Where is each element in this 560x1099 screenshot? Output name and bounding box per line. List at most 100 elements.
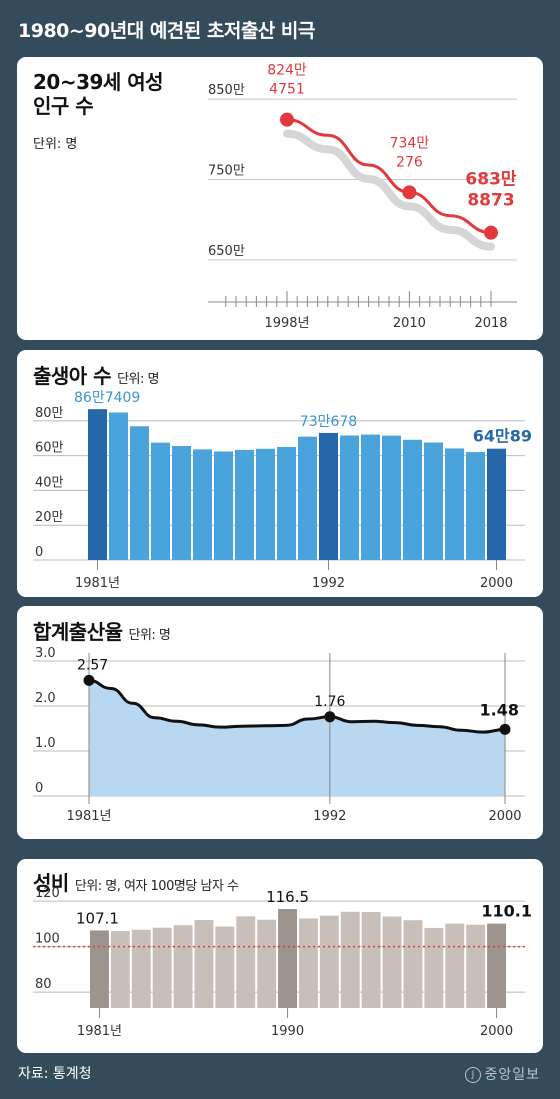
x-tick-label: 1998년 bbox=[264, 316, 309, 331]
births-chart: 0 20만 40만 60만 80만 1981년 1992 2000 86만7409 73만678 6… bbox=[33, 390, 532, 591]
data-label: 110.1 bbox=[481, 902, 532, 921]
bar bbox=[487, 923, 506, 1008]
y-tick-label: 0 bbox=[35, 781, 43, 796]
data-label: 116.5 bbox=[266, 888, 309, 906]
data-label: 824만 bbox=[267, 63, 307, 79]
data-label: 73만678 bbox=[300, 414, 357, 430]
births-panel: 출생아 수 단위: 명 0 20만 40만 60만 80만 1981년 1992 2000 86만… bbox=[17, 350, 543, 597]
bar bbox=[90, 930, 109, 1008]
bar bbox=[214, 451, 233, 560]
female-population-title: 20~39세 여성 인구 수 bbox=[33, 70, 164, 118]
x-tick-label: 1981년 bbox=[66, 809, 111, 824]
bar bbox=[173, 925, 193, 1008]
y-tick-label: 750만 bbox=[208, 164, 245, 179]
bar bbox=[403, 439, 422, 560]
bar bbox=[466, 924, 486, 1008]
bar bbox=[466, 452, 485, 560]
data-point bbox=[402, 185, 417, 200]
data-label: 1.76 bbox=[314, 694, 345, 710]
bar bbox=[131, 929, 151, 1008]
x-tick-label: 2000 bbox=[488, 809, 521, 824]
female-population-panel: 20~39세 여성 인구 수 단위: 명 850만 750만 650만 1998년 20… bbox=[17, 57, 543, 340]
bar bbox=[424, 442, 443, 560]
data-label: 4751 bbox=[269, 82, 305, 98]
publisher-logo: J 중앙일보 bbox=[465, 1064, 540, 1084]
area-fill bbox=[89, 680, 505, 796]
bar bbox=[445, 448, 464, 560]
data-label: 734만 bbox=[390, 135, 430, 151]
series-line bbox=[286, 118, 492, 235]
female-population-title-line1: 20~39세 여성 bbox=[33, 70, 164, 94]
bar bbox=[172, 446, 191, 560]
bar bbox=[110, 931, 130, 1008]
bar bbox=[235, 449, 254, 560]
bar bbox=[236, 916, 256, 1008]
sex-ratio-chart: 80 100 120 1981년 1990 2000 107.1 116.5 110.1 bbox=[33, 886, 532, 1039]
bar bbox=[257, 919, 277, 1008]
female-population-chart: 850만 750만 650만 1998년 2010 2018 824만 4751 734만 276… bbox=[208, 63, 517, 331]
data-point bbox=[484, 225, 498, 240]
data-label: 276 bbox=[396, 154, 423, 170]
bar bbox=[278, 909, 297, 1008]
x-tick-label: 1981년 bbox=[75, 576, 120, 591]
bar bbox=[194, 919, 214, 1008]
bar bbox=[130, 426, 149, 560]
data-label: 64만89 bbox=[473, 427, 532, 446]
data-point bbox=[324, 711, 336, 723]
bar bbox=[487, 448, 506, 560]
sex-ratio-panel: 성비 단위: 명, 여자 100명당 남자 수 80 100 120 1981년 1990… bbox=[17, 859, 543, 1053]
fertility-rate-unit: 단위: 명 bbox=[128, 628, 171, 643]
y-tick-label: 40만 bbox=[35, 475, 64, 490]
data-label: 107.1 bbox=[76, 909, 119, 927]
x-tick-label: 2000 bbox=[480, 576, 513, 591]
data-label: 1.48 bbox=[480, 700, 519, 719]
fertility-rate-title: 합계출산율 단위: 명 bbox=[33, 620, 171, 648]
bar bbox=[215, 926, 235, 1008]
y-tick-label: 1.0 bbox=[35, 736, 56, 751]
fertility-rate-chart: 0 1.0 2.0 3.0 1981년 1992 2000 2.57 1.76 1.48 bbox=[33, 646, 525, 824]
bar bbox=[340, 435, 359, 560]
data-label: 8873 bbox=[467, 191, 514, 211]
x-tick-label: 2000 bbox=[480, 1024, 513, 1039]
x-tick-label: 2010 bbox=[393, 316, 426, 331]
y-tick-label: 80 bbox=[35, 977, 52, 992]
bar bbox=[88, 409, 107, 560]
x-tick-label: 1990 bbox=[271, 1024, 304, 1039]
y-tick-label: 80만 bbox=[35, 406, 64, 421]
x-tick-label: 1992 bbox=[312, 576, 345, 591]
bar bbox=[319, 432, 338, 560]
bar bbox=[445, 923, 465, 1008]
logo-mark-icon: J bbox=[465, 1067, 482, 1083]
series-line bbox=[88, 678, 506, 734]
data-point bbox=[499, 723, 511, 735]
x-tick-label: 1992 bbox=[313, 809, 346, 824]
bar bbox=[361, 912, 381, 1008]
bar bbox=[298, 436, 317, 560]
y-tick-label: 0 bbox=[35, 545, 43, 560]
bar bbox=[424, 927, 444, 1008]
page-title: 1980~90년대 예견된 초저출산 비극 bbox=[18, 20, 315, 42]
source-text: 자료: 통계청 bbox=[18, 1066, 92, 1082]
sex-ratio-unit: 단위: 명, 여자 100명당 남자 수 bbox=[74, 879, 239, 894]
bar bbox=[382, 916, 402, 1008]
y-tick-label: 60만 bbox=[35, 441, 64, 456]
bar bbox=[193, 449, 212, 560]
bar bbox=[403, 920, 423, 1008]
female-population-title-line2: 인구 수 bbox=[33, 94, 94, 118]
data-label: 2.57 bbox=[77, 657, 108, 673]
y-tick-label: 20만 bbox=[35, 510, 64, 525]
y-tick-label: 120 bbox=[35, 886, 60, 901]
fertility-rate-panel: 합계출산율 단위: 명 0 1.0 2.0 3.0 1981년 1992 2000 2.57 1.… bbox=[17, 606, 543, 839]
data-point bbox=[280, 112, 294, 127]
data-label: 683만 bbox=[465, 170, 516, 190]
bar bbox=[299, 918, 318, 1008]
data-label: 86만7409 bbox=[74, 390, 140, 406]
series-shadow bbox=[283, 129, 495, 251]
y-tick-label: 650만 bbox=[208, 244, 245, 259]
y-tick-label: 850만 bbox=[208, 83, 245, 98]
bar bbox=[256, 448, 275, 560]
female-population-unit: 단위: 명 bbox=[33, 137, 78, 152]
sex-ratio-title: 성비 단위: 명, 여자 100명당 남자 수 bbox=[33, 871, 239, 899]
births-unit: 단위: 명 bbox=[117, 372, 159, 387]
data-point bbox=[83, 674, 95, 686]
